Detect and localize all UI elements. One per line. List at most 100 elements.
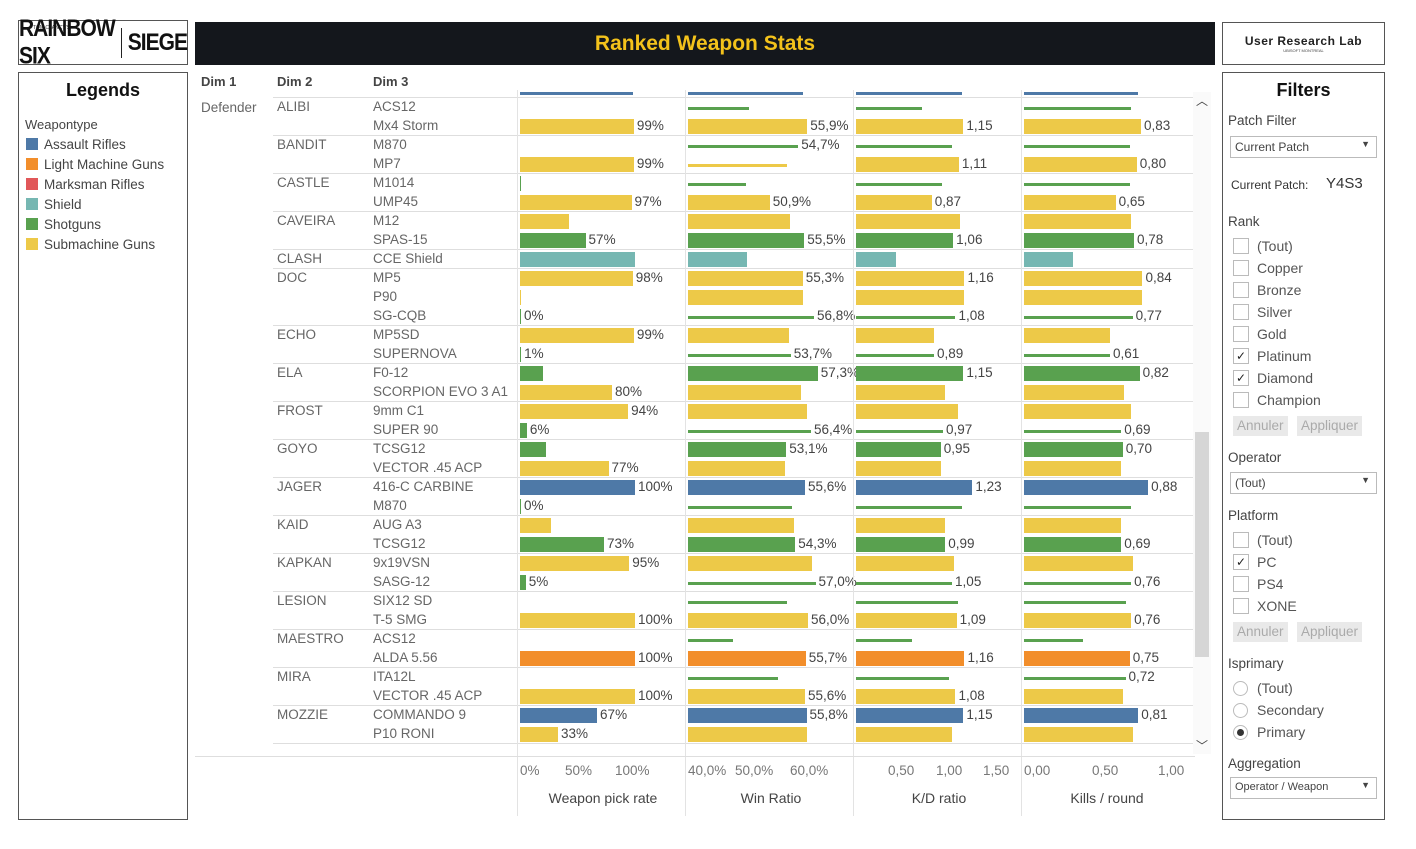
column-separator xyxy=(853,90,854,816)
aggregation-dropdown[interactable]: Operator / Weapon ▼ xyxy=(1230,777,1377,799)
scrollbar-thumb[interactable] xyxy=(1195,432,1209,657)
radio-option[interactable]: (Tout) xyxy=(1233,680,1293,696)
chart-bar xyxy=(688,233,805,248)
checkbox-icon[interactable] xyxy=(1233,326,1249,342)
legend-swatch xyxy=(26,218,38,230)
checkbox-icon[interactable] xyxy=(1233,576,1249,592)
platform-cancel-button[interactable]: Annuler xyxy=(1233,622,1288,642)
checkbox-icon[interactable] xyxy=(1233,282,1249,298)
data-label: 1,15 xyxy=(966,365,993,380)
operator-name: ECHO xyxy=(277,327,317,342)
data-label: 0,78 xyxy=(1136,232,1164,247)
platform-apply-button[interactable]: Appliquer xyxy=(1297,622,1363,642)
operator-name: KAPKAN xyxy=(277,555,332,570)
patch-filter-dropdown[interactable]: Current Patch ▼ xyxy=(1230,136,1377,158)
chart-line xyxy=(856,145,952,148)
lab-subtitle: UBISOFT MONTREAL xyxy=(1283,48,1324,53)
checkbox-icon[interactable]: ✓ xyxy=(1233,554,1249,570)
operator-name: JAGER xyxy=(277,479,323,494)
platform-option[interactable]: PS4 xyxy=(1233,576,1283,592)
legend-label: Assault Rifles xyxy=(44,136,126,152)
weapon-name: TCSG12 xyxy=(373,536,426,551)
legend-item: Shield xyxy=(19,194,187,214)
row-separator xyxy=(273,249,1193,250)
radio-icon[interactable] xyxy=(1233,702,1248,718)
rank-option[interactable]: (Tout) xyxy=(1233,238,1293,254)
checkbox-icon[interactable] xyxy=(1233,532,1249,548)
rank-cancel-button[interactable]: Annuler xyxy=(1233,416,1288,436)
operator-name: ALIBI xyxy=(277,99,311,114)
radio-option[interactable]: Secondary xyxy=(1233,702,1324,718)
logo-small-text: TOM CLANCY'S xyxy=(33,25,70,31)
legends-title: Legends xyxy=(65,80,140,100)
checkbox-icon[interactable]: ✓ xyxy=(1233,370,1249,386)
chart-bar xyxy=(856,157,959,172)
chart-line xyxy=(856,183,943,186)
rank-option[interactable]: Champion xyxy=(1233,392,1321,408)
chart-bar xyxy=(520,708,598,723)
chart-bar xyxy=(1024,651,1130,666)
chart-bar xyxy=(520,404,629,419)
axis-tick-label: 50,0% xyxy=(735,763,774,778)
radio-icon[interactable] xyxy=(1233,724,1248,740)
chart-bar xyxy=(856,442,941,457)
chart-bar xyxy=(688,582,816,585)
data-label: 0,61 xyxy=(1113,346,1140,361)
operator-name: MAESTRO xyxy=(277,631,344,646)
rank-option[interactable]: ✓ Platinum xyxy=(1233,348,1311,364)
chart-line xyxy=(856,506,962,509)
rank-label: Diamond xyxy=(1257,370,1314,386)
vertical-scrollbar[interactable]: ︿ ﹀ xyxy=(1193,92,1211,754)
checkbox-icon[interactable] xyxy=(1233,260,1249,276)
chart-bar xyxy=(856,366,964,381)
platform-option[interactable]: XONE xyxy=(1233,598,1297,614)
checkbox-icon[interactable] xyxy=(1233,392,1249,408)
column-separator xyxy=(1021,90,1022,816)
weapon-name: SCORPION EVO 3 A1 xyxy=(373,384,509,399)
chart-bar xyxy=(1024,582,1132,585)
checkbox-icon[interactable] xyxy=(1233,304,1249,320)
dim2-header: Dim 2 xyxy=(277,74,313,89)
chart-bar xyxy=(520,309,521,324)
legend-item: Shotguns xyxy=(19,214,187,234)
rank-option[interactable]: Gold xyxy=(1233,326,1287,342)
platform-option[interactable]: ✓ PC xyxy=(1233,554,1276,570)
chart-bar xyxy=(520,651,635,666)
data-label: 53,1% xyxy=(789,441,828,456)
radio-label: Secondary xyxy=(1257,702,1324,718)
chevron-down-icon: ▼ xyxy=(1361,475,1370,485)
rank-option[interactable]: Silver xyxy=(1233,304,1292,320)
platform-option[interactable]: (Tout) xyxy=(1233,532,1293,548)
data-label: 1,15 xyxy=(966,707,993,722)
radio-icon[interactable] xyxy=(1233,680,1248,696)
rank-option[interactable]: Copper xyxy=(1233,260,1303,276)
data-label: 0,76 xyxy=(1134,612,1161,627)
scroll-up-icon[interactable]: ︿ xyxy=(1196,94,1209,108)
row-separator xyxy=(273,743,1193,744)
weapon-name: Mx4 Storm xyxy=(373,118,439,133)
chart-bar xyxy=(688,195,770,210)
weapon-name: M870 xyxy=(373,137,407,152)
platform-label: PC xyxy=(1257,554,1277,570)
data-label: 0,99 xyxy=(948,536,975,551)
chart-bar xyxy=(856,689,956,704)
weapon-name: COMMANDO 9 xyxy=(373,707,467,722)
checkbox-icon[interactable]: ✓ xyxy=(1233,348,1249,364)
rank-option[interactable]: Bronze xyxy=(1233,282,1301,298)
checkbox-icon[interactable] xyxy=(1233,238,1249,254)
axis-title: K/D ratio xyxy=(911,790,967,806)
chart-line xyxy=(688,506,792,509)
rank-apply-button[interactable]: Appliquer xyxy=(1297,416,1363,436)
data-label: 0,69 xyxy=(1124,422,1151,437)
operator-dropdown[interactable]: (Tout) ▼ xyxy=(1230,472,1377,494)
chart-bar xyxy=(688,430,811,433)
legend-type-label: Weapontype xyxy=(25,117,98,132)
rank-label: Champion xyxy=(1257,392,1321,408)
radio-option[interactable]: Primary xyxy=(1233,724,1305,740)
checkbox-icon[interactable] xyxy=(1233,598,1249,614)
chart-bar xyxy=(1024,366,1140,381)
chart-bar xyxy=(520,461,609,476)
scroll-down-icon[interactable]: ﹀ xyxy=(1196,739,1209,753)
data-label: 1,05 xyxy=(955,574,982,589)
rank-option[interactable]: ✓ Diamond xyxy=(1233,370,1313,386)
